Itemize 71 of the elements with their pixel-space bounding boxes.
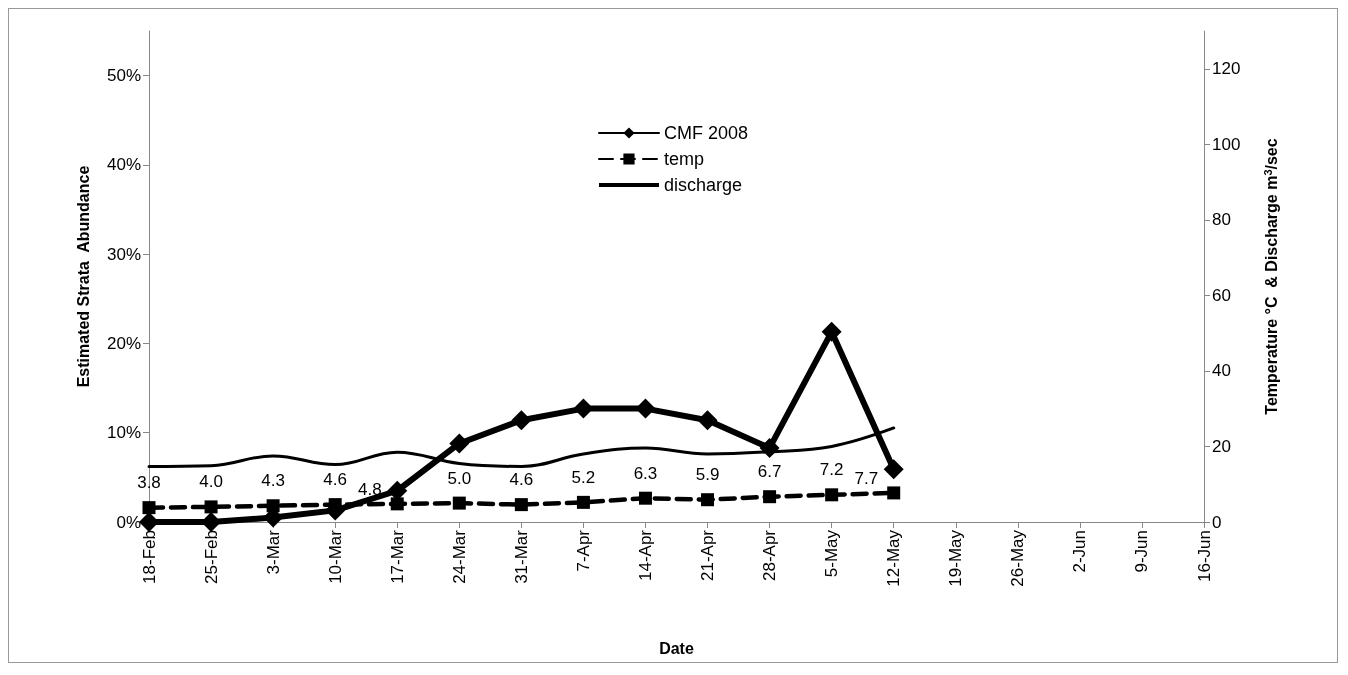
point [638,491,652,505]
y2-tick-label: 60 [1212,285,1231,305]
x-tick-label: 16-Jun [1194,530,1214,582]
y2-tick-label: 80 [1212,210,1231,230]
x-tick-label: 28-Apr [760,529,780,582]
point [821,321,842,342]
x-tick-label: 3-Mar [263,529,283,575]
x-tick-label: 10-Mar [325,529,345,584]
point [576,495,590,509]
x-tick-label: 5-May [822,529,842,578]
point [635,398,656,419]
data-label: 5.2 [571,467,596,487]
x-tick-label: 25-Feb [201,530,221,584]
point [390,497,404,511]
x-tick-label: 17-Mar [387,529,407,584]
y-tick-label: 30% [106,244,141,264]
data-label: 3.8 [137,473,161,493]
x-tick-label: 24-Mar [449,529,469,584]
x-tick-label: 9-Jun [1132,530,1152,573]
legend-label: temp [663,149,705,169]
legend-label: CMF 2008 [663,123,749,143]
x-tick-label: 7-Apr [573,529,593,572]
x-axis-title: Date [659,639,694,657]
point [763,490,777,504]
x-tick-label: 18-Feb [139,530,159,584]
point [201,512,222,532]
y-tick-label: 40% [106,155,141,175]
data-label: 6.7 [757,462,782,482]
point [204,500,218,514]
point [883,459,904,480]
point [387,480,408,501]
data-label: 4.8 [358,480,382,500]
data-label: 7.2 [819,460,844,480]
x-tick-label: 21-Apr [698,529,718,582]
x-tick-label: 31-Mar [511,529,531,584]
y2-tick-label: 100 [1212,134,1241,154]
x-tick-label: 14-Apr [635,529,655,582]
y-tick-label: 50% [106,66,141,86]
data-label: 4.6 [323,470,347,490]
point [452,496,466,510]
data-label: 5.0 [447,468,472,488]
point [514,498,528,512]
y2-tick-label: 0 [1212,512,1222,532]
data-label: 6.3 [633,463,658,483]
point [697,410,718,431]
y2-axis-title: Temperature °C & Discharge m3/sec [1261,138,1280,415]
y-tick-label: 0% [116,512,141,532]
y-axis-title: Estimated Strata Abundance [74,165,92,388]
y-tick-label: 20% [106,333,141,353]
point [449,433,470,454]
x-tick-label: 2-Jun [1070,530,1090,573]
y2-tick-label: 20 [1212,436,1231,456]
point [701,493,715,507]
point [887,486,901,500]
x-tick-label: 12-May [884,529,904,587]
legend-label: discharge [663,175,743,195]
data-label: 4.0 [199,472,223,492]
data-label: 4.3 [261,471,285,491]
data-label: 7.7 [854,469,879,489]
point [142,501,156,515]
y2-tick-label: 120 [1212,59,1241,79]
x-tick-label: 26-May [1008,529,1028,587]
point [759,437,780,458]
y2-tick-label: 40 [1212,361,1231,381]
point [825,488,839,502]
data-label: 5.9 [695,465,720,485]
point [573,398,594,419]
x-tick-label: 19-May [946,529,966,587]
point [511,410,532,431]
y-tick-label: 10% [106,423,141,443]
data-label: 4.6 [509,470,534,490]
